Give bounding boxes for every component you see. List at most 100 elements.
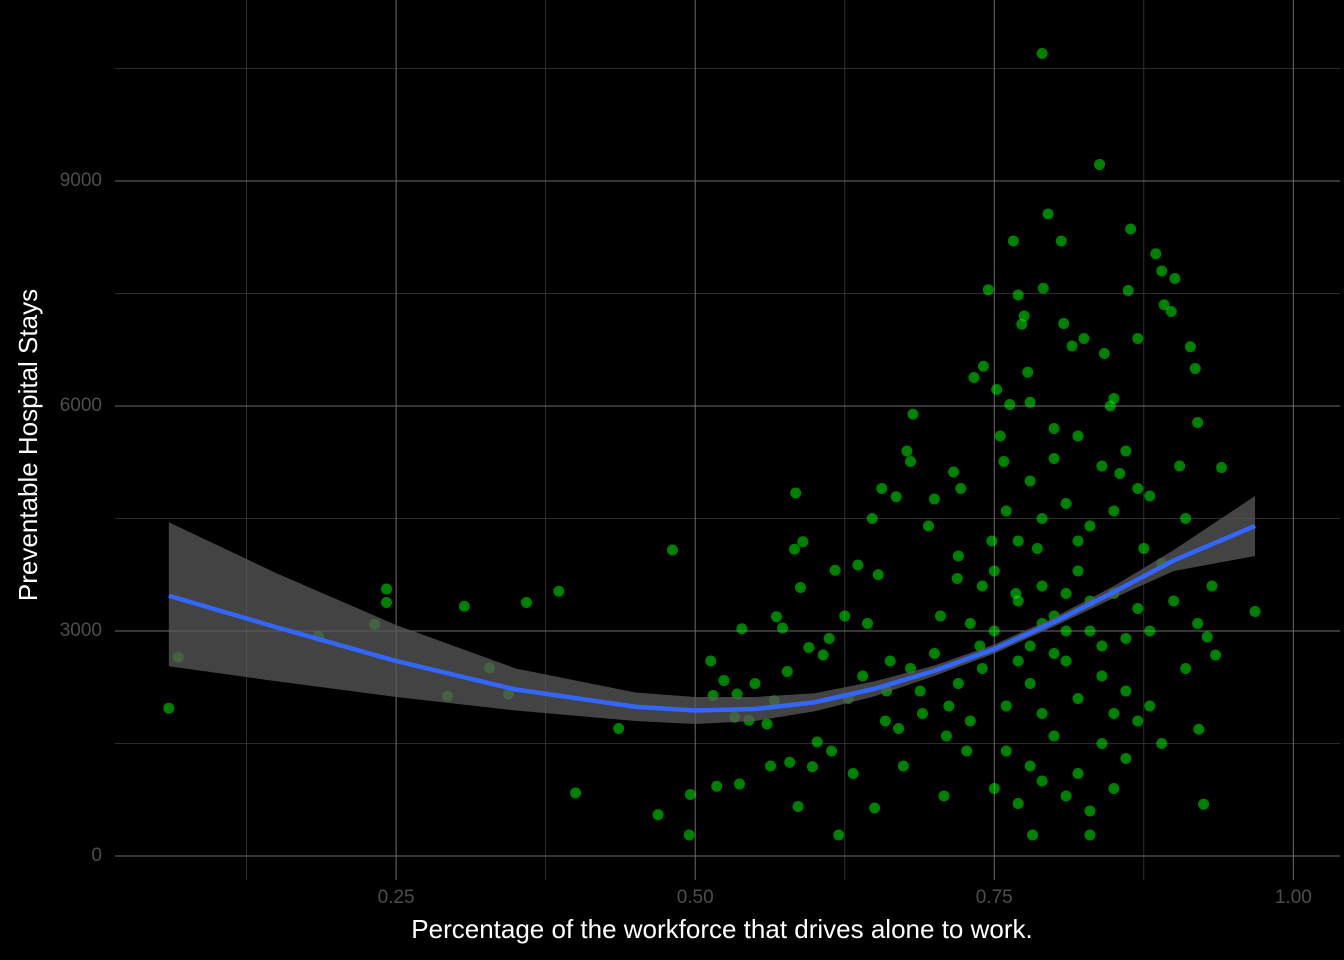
point <box>1048 647 1060 659</box>
point <box>876 482 888 494</box>
point <box>1165 305 1177 317</box>
point <box>982 284 994 296</box>
point <box>1174 460 1186 472</box>
point <box>861 617 873 629</box>
point <box>976 580 988 592</box>
point <box>988 565 1000 577</box>
point <box>1108 505 1120 517</box>
point <box>1108 782 1120 794</box>
point <box>1012 595 1024 607</box>
y-tick-label: 9000 <box>60 170 102 191</box>
point <box>1108 707 1120 719</box>
point <box>1168 595 1180 607</box>
grid <box>115 0 1340 880</box>
point <box>1036 47 1048 59</box>
point <box>1156 265 1168 277</box>
point <box>940 730 952 742</box>
point <box>916 707 928 719</box>
point <box>1249 605 1261 617</box>
point <box>1024 396 1036 408</box>
point <box>893 722 905 734</box>
point <box>1012 797 1024 809</box>
point <box>1193 723 1205 735</box>
point <box>847 767 859 779</box>
point <box>1066 340 1078 352</box>
point <box>928 647 940 659</box>
point <box>1078 332 1090 344</box>
point <box>1036 707 1048 719</box>
point <box>1060 655 1072 667</box>
point <box>826 745 838 757</box>
point <box>1198 798 1210 810</box>
point <box>1084 520 1096 532</box>
point <box>1114 467 1126 479</box>
point <box>857 670 869 682</box>
point <box>1189 362 1201 374</box>
point <box>1036 512 1048 524</box>
point <box>817 649 829 661</box>
point <box>1132 602 1144 614</box>
point <box>733 778 745 790</box>
point <box>1036 580 1048 592</box>
point <box>1072 692 1084 704</box>
point <box>1122 284 1134 296</box>
point <box>901 445 913 457</box>
point <box>994 430 1006 442</box>
point <box>1036 775 1048 787</box>
point <box>1048 422 1060 434</box>
point <box>829 564 841 576</box>
point <box>666 544 678 556</box>
point <box>1000 505 1012 517</box>
point <box>890 491 902 503</box>
point <box>952 550 964 562</box>
point <box>652 809 664 821</box>
point <box>914 685 926 697</box>
point <box>1144 490 1156 502</box>
point <box>1098 347 1110 359</box>
point <box>964 715 976 727</box>
point <box>1048 452 1060 464</box>
point <box>163 702 175 714</box>
point <box>1042 208 1054 220</box>
point <box>1120 752 1132 764</box>
point <box>1096 737 1108 749</box>
point <box>1150 248 1162 260</box>
point <box>736 623 748 635</box>
point <box>711 780 723 792</box>
point <box>988 782 1000 794</box>
point <box>1156 737 1168 749</box>
point <box>998 455 1010 467</box>
point <box>1060 625 1072 637</box>
point <box>1201 631 1213 643</box>
point <box>1055 235 1067 247</box>
point <box>553 585 565 597</box>
point <box>771 611 783 623</box>
point <box>1120 685 1132 697</box>
point <box>613 722 625 734</box>
point <box>458 600 470 612</box>
point <box>784 756 796 768</box>
point <box>797 536 809 548</box>
point <box>964 617 976 629</box>
point <box>872 569 884 581</box>
point <box>986 535 998 547</box>
point <box>833 829 845 841</box>
point <box>839 610 851 622</box>
point <box>991 383 1003 395</box>
point <box>1000 700 1012 712</box>
point <box>1120 445 1132 457</box>
point <box>1192 617 1204 629</box>
point <box>968 371 980 383</box>
point <box>1024 640 1036 652</box>
point <box>988 625 1000 637</box>
point <box>1024 677 1036 689</box>
point <box>765 760 777 772</box>
point <box>976 662 988 674</box>
point <box>823 632 835 644</box>
point <box>1096 640 1108 652</box>
point <box>1022 366 1034 378</box>
point <box>811 736 823 748</box>
point <box>907 408 919 420</box>
point <box>381 583 393 595</box>
